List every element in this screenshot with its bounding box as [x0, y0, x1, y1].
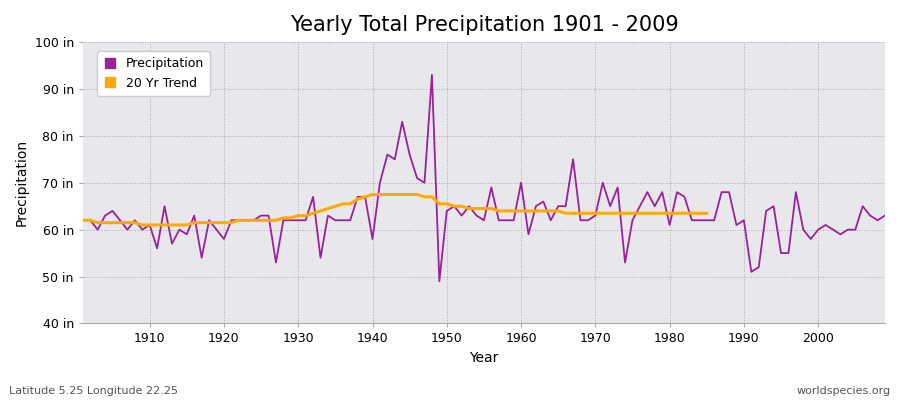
Text: Latitude 5.25 Longitude 22.25: Latitude 5.25 Longitude 22.25	[9, 386, 178, 396]
Text: worldspecies.org: worldspecies.org	[796, 386, 891, 396]
Precipitation	[427, 72, 437, 77]
Line: 20 Yr Trend: 20 Yr Trend	[83, 194, 706, 225]
20 Yr Trend	[404, 192, 415, 197]
20 Yr Trend	[189, 220, 200, 225]
Line: Precipitation: Precipitation	[83, 75, 885, 281]
20 Yr Trend	[701, 211, 712, 216]
Precipitation	[301, 218, 311, 223]
Precipitation	[345, 218, 356, 223]
Legend: Precipitation, 20 Yr Trend: Precipitation, 20 Yr Trend	[97, 51, 211, 96]
20 Yr Trend	[367, 192, 378, 197]
20 Yr Trend	[278, 216, 289, 220]
20 Yr Trend	[271, 218, 282, 223]
Y-axis label: Precipitation: Precipitation	[15, 139, 29, 226]
Precipitation	[523, 232, 534, 237]
X-axis label: Year: Year	[469, 351, 499, 365]
Precipitation	[434, 279, 445, 284]
20 Yr Trend	[301, 213, 311, 218]
Precipitation	[879, 213, 890, 218]
Precipitation	[619, 260, 630, 265]
Precipitation	[137, 227, 148, 232]
Title: Yearly Total Precipitation 1901 - 2009: Yearly Total Precipitation 1901 - 2009	[290, 15, 679, 35]
Precipitation	[77, 218, 88, 223]
Precipitation	[530, 204, 541, 209]
20 Yr Trend	[680, 211, 690, 216]
20 Yr Trend	[137, 222, 148, 227]
20 Yr Trend	[77, 218, 88, 223]
